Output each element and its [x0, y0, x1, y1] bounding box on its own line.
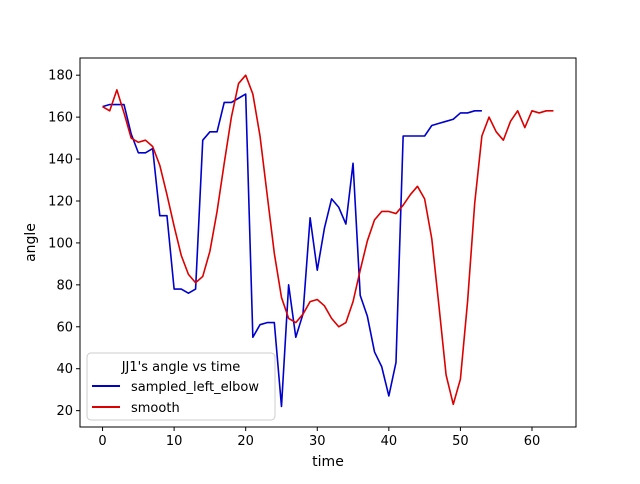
plot-content: [102, 74, 554, 408]
y-axis-ticks: 20 40 60 80 100 120 140 160 180: [48, 69, 80, 419]
x-tick-label: 50: [452, 434, 469, 449]
y-tick-label: 40: [56, 362, 73, 377]
x-tick-label: 30: [309, 434, 326, 449]
y-tick-label: 80: [56, 278, 73, 293]
legend-box: [86, 352, 276, 421]
y-tick-label: 120: [48, 194, 73, 209]
legend-label-sampled-left-elbow: sampled_left_elbow: [131, 380, 259, 395]
y-tick-label: 180: [48, 69, 73, 84]
x-tick-label: 60: [524, 434, 541, 449]
legend-title: JJ1's angle vs time: [121, 360, 241, 375]
y-tick-label: 140: [48, 153, 73, 168]
x-tick-label: 0: [98, 434, 106, 449]
x-tick-label: 10: [166, 434, 183, 449]
x-tick-label: 40: [381, 434, 398, 449]
x-tick-label: 20: [237, 434, 254, 449]
legend: JJ1's angle vs time sampled_left_elbow s…: [86, 352, 276, 421]
x-axis-ticks: 0 10 20 30 40 50 60: [98, 427, 540, 449]
y-tick-label: 60: [56, 320, 73, 335]
legend-label-smooth: smooth: [131, 401, 180, 416]
y-tick-label: 100: [48, 236, 73, 251]
series-line-smooth: [102, 74, 554, 406]
x-axis-label: time: [312, 454, 344, 470]
y-tick-label: 160: [48, 111, 73, 126]
y-tick-label: 20: [56, 404, 73, 419]
y-axis-label: angle: [23, 223, 39, 262]
series-line-sampled-left-elbow: [102, 93, 482, 408]
